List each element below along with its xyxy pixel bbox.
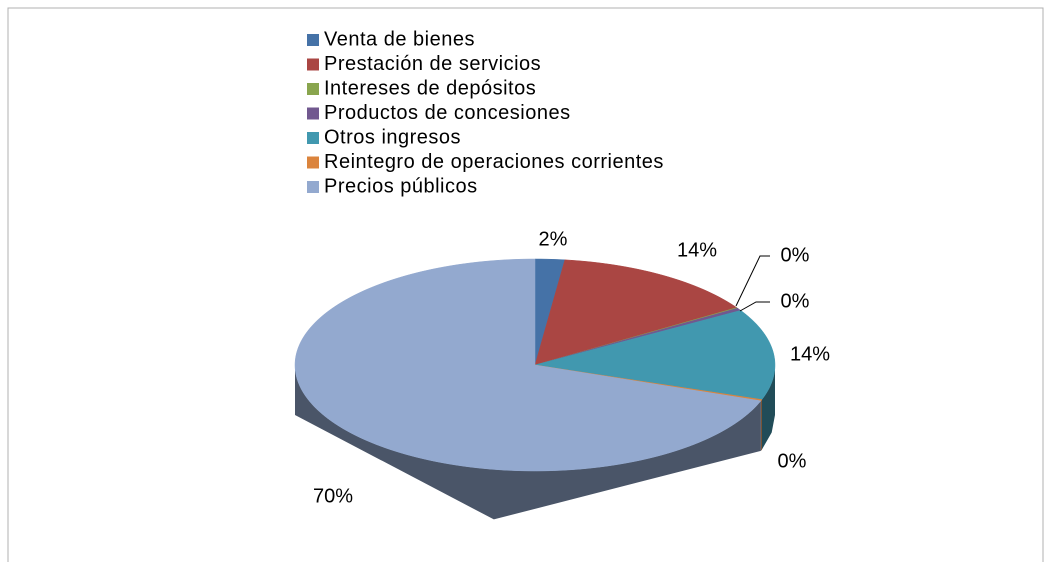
legend-label: Intereses de depósitos bbox=[324, 77, 536, 99]
leader-line bbox=[739, 301, 770, 312]
legend-swatch bbox=[307, 58, 319, 71]
pie-side bbox=[761, 365, 775, 450]
chart-frame bbox=[7, 7, 1044, 562]
data-label: 0% bbox=[778, 450, 807, 472]
data-label: 14% bbox=[677, 239, 717, 261]
pie-slice bbox=[534, 310, 776, 400]
leader-line bbox=[735, 255, 770, 307]
pie-slice bbox=[534, 259, 738, 366]
legend-label: Venta de bienes bbox=[324, 28, 475, 50]
pie-slice bbox=[294, 258, 762, 472]
legend-label: Prestación de servicios bbox=[324, 53, 541, 75]
legend-label: Otros ingresos bbox=[324, 126, 461, 148]
legend-swatch bbox=[307, 34, 319, 46]
data-label: 14% bbox=[790, 343, 830, 365]
pie-side bbox=[295, 365, 761, 520]
legend-swatch bbox=[307, 181, 319, 193]
legend-swatch bbox=[307, 132, 319, 144]
data-label: 2% bbox=[539, 228, 568, 250]
legend-label: Productos de concesiones bbox=[324, 102, 571, 124]
legend-swatch bbox=[307, 156, 319, 169]
legend-swatch bbox=[307, 83, 319, 95]
pie-side bbox=[760, 399, 762, 451]
data-label: 70% bbox=[313, 485, 353, 507]
legend-label: Precios públicos bbox=[324, 175, 478, 197]
legend-label: Reintegro de operaciones corrientes bbox=[324, 151, 664, 173]
data-label: 0% bbox=[781, 290, 810, 312]
data-label: 0% bbox=[781, 244, 810, 266]
legend-swatch bbox=[307, 107, 319, 120]
